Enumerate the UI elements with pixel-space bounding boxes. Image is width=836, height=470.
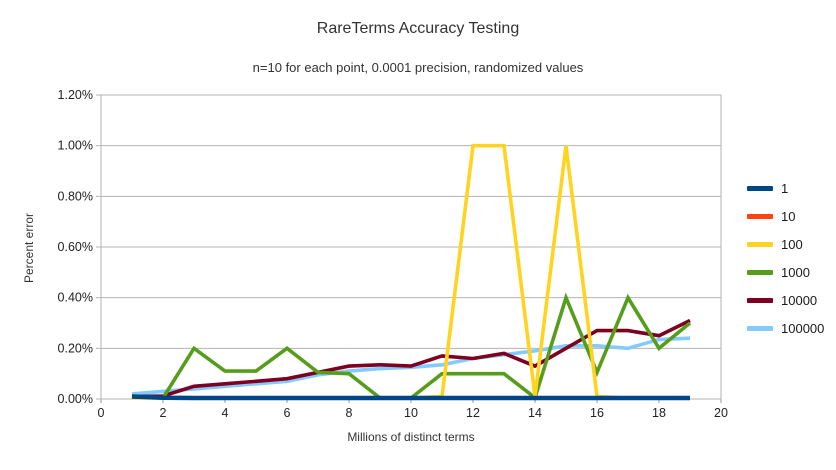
y-tick-label: 1.20% (58, 88, 93, 102)
legend-label: 100000 (781, 320, 825, 336)
series-line-1 (131, 394, 690, 401)
legend-item: 10 (747, 208, 824, 224)
x-tick-label: 0 (98, 406, 105, 420)
legend-item: 1000 (747, 264, 824, 280)
y-tick-label: 0.40% (58, 291, 93, 305)
y-tick-label: 0.60% (58, 240, 93, 254)
chart-title: RareTerms Accuracy Testing (316, 20, 520, 37)
x-tick-label: 2 (160, 406, 167, 420)
legend-swatch (747, 297, 773, 303)
legend-item: 100 (747, 236, 824, 252)
x-tick-label: 8 (346, 406, 353, 420)
y-axis-title: Percent error (22, 212, 36, 284)
legend-label: 100 (781, 236, 803, 252)
chart-subtitle: n=10 for each point, 0.0001 precision, r… (252, 60, 584, 75)
legend-swatch (747, 213, 773, 219)
x-tick-label: 6 (284, 406, 291, 420)
legend-label: 1 (781, 180, 789, 196)
legend: 1 10 100 1000 10000 100000 (747, 181, 824, 349)
x-tick-label: 18 (652, 406, 666, 420)
x-tick-label: 16 (590, 406, 604, 420)
legend-label: 1000 (781, 264, 810, 280)
x-tick-label: 14 (528, 406, 542, 420)
series-line-10000 (131, 318, 691, 399)
legend-label: 10 (781, 208, 796, 224)
x-tick-label: 10 (404, 406, 418, 420)
x-axis-title: Millions of distinct terms (347, 430, 475, 444)
series-line-100 (132, 143, 690, 400)
legend-swatch (747, 241, 773, 247)
x-tick-label: 12 (466, 406, 480, 420)
y-tick-label: 0.80% (58, 189, 93, 203)
legend-swatch (747, 269, 773, 275)
y-tick-label: 0.20% (58, 341, 93, 355)
legend-swatch (747, 325, 773, 331)
legend-label: 10000 (781, 292, 818, 308)
x-tick-label: 20 (714, 406, 728, 420)
y-tick-label: 1.00% (58, 139, 93, 153)
legend-item: 1 (747, 180, 824, 196)
y-tick-label: 0.00% (58, 392, 93, 406)
legend-item: 10000 (747, 292, 824, 308)
legend-item: 100000 (747, 320, 825, 336)
x-tick-label: 4 (222, 406, 229, 420)
legend-swatch (747, 185, 773, 191)
